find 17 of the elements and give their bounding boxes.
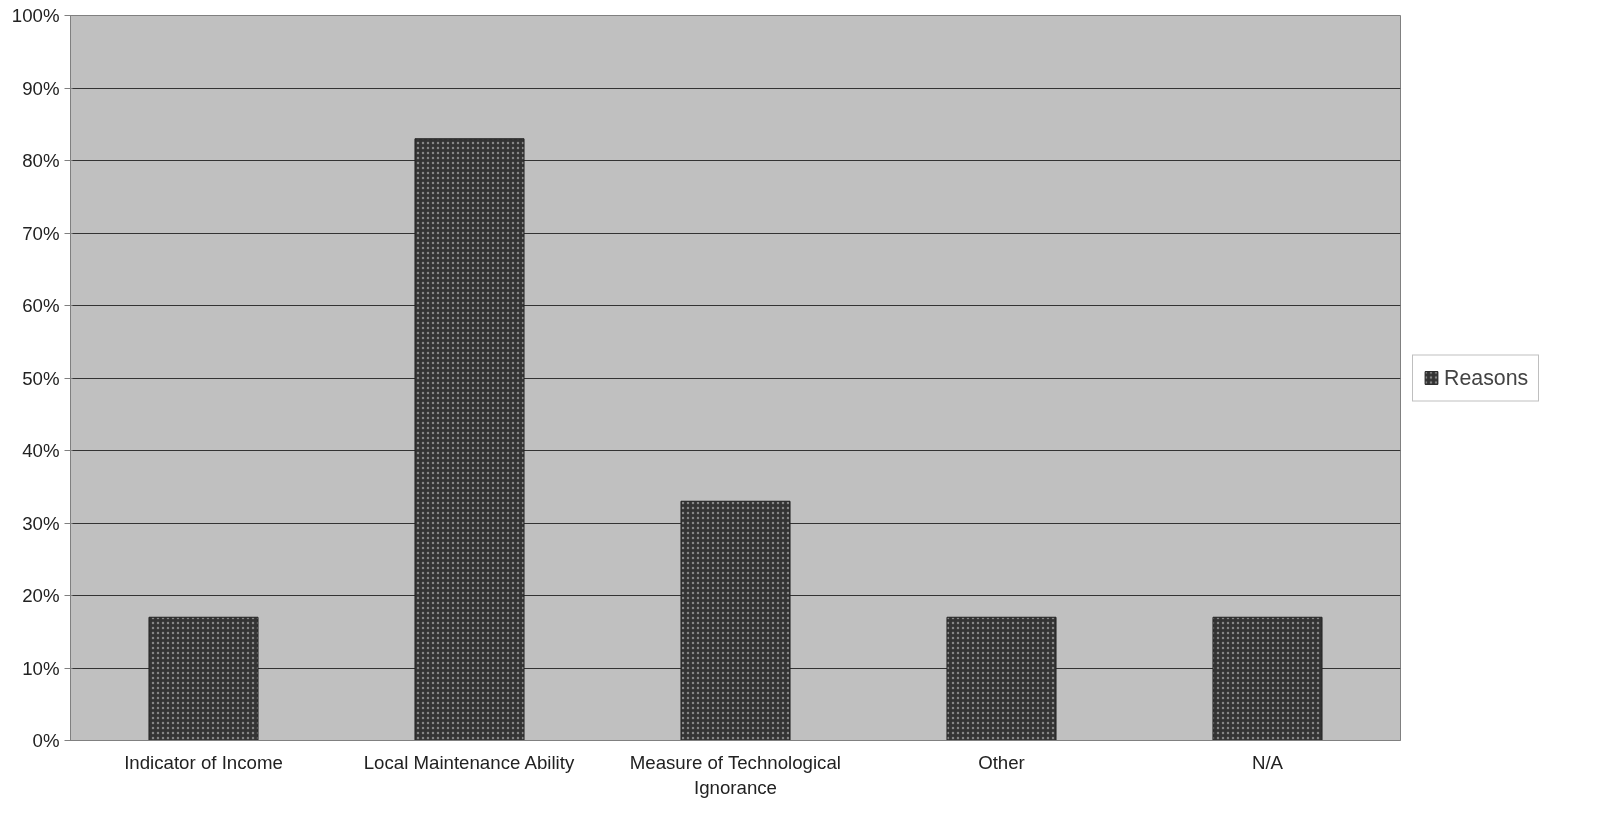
y-tick-label: 60% (22, 295, 60, 316)
y-tick-label: 50% (22, 367, 60, 389)
y-tick-label: 10% (22, 657, 60, 679)
x-tick-label: N/A (1251, 751, 1284, 773)
y-tick-label: 30% (22, 512, 60, 534)
x-tick-label: Indicator of Income (124, 751, 283, 773)
y-tick-label: 80% (22, 150, 60, 171)
y-tick-label: 40% (22, 440, 60, 461)
legend-label: Reasons (1444, 365, 1529, 390)
y-tick-label: 0% (32, 730, 60, 751)
y-tick-label: 90% (22, 77, 60, 99)
y-tick-label: 70% (22, 222, 60, 244)
x-tick-label: Measure of Technological Ignorance (629, 751, 841, 798)
y-tick-label: 20% (22, 585, 60, 606)
x-tick-label: Other (978, 751, 1025, 773)
y-tick-label: 100% (11, 5, 60, 26)
x-tick-label: Local Maintenance Ability (363, 751, 575, 773)
